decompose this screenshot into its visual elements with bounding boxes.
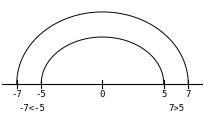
Text: 7>5: 7>5 [167, 104, 183, 113]
Text: -7<-5: -7<-5 [18, 104, 45, 113]
Text: 5: 5 [160, 90, 166, 99]
Text: 0: 0 [99, 90, 105, 99]
Text: -7: -7 [11, 90, 22, 99]
Text: -5: -5 [36, 90, 46, 99]
Text: 7: 7 [185, 90, 190, 99]
